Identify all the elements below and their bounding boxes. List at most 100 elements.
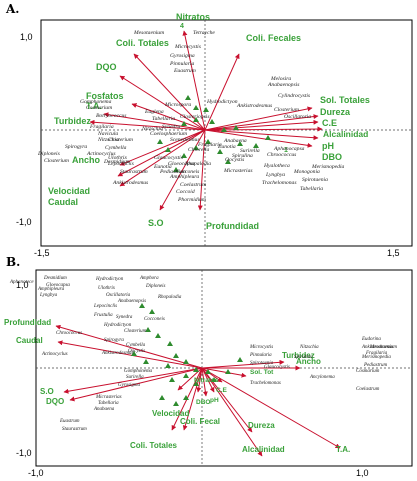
vector-arrow xyxy=(57,340,203,369)
species-label: Nitzschia xyxy=(97,137,119,143)
species-label: Euglena xyxy=(144,109,164,115)
variable-label: Fosfatos xyxy=(86,91,124,101)
species-label: Staurastrum xyxy=(62,427,87,432)
site-marker xyxy=(225,369,231,374)
species-label: Synedra xyxy=(116,315,133,320)
panel-b-tick-ymax: 1,0 xyxy=(16,280,29,290)
site-marker xyxy=(173,401,179,406)
species-label: Oocystis xyxy=(128,349,145,354)
species-label: Euastrum xyxy=(59,419,80,424)
site-marker xyxy=(209,119,215,124)
species-label: Closterium xyxy=(274,107,299,113)
species-label: Closterium xyxy=(44,158,69,164)
site-marker xyxy=(205,139,211,144)
species-label: Cosmarium xyxy=(356,369,380,374)
species-label: Anabaena xyxy=(223,138,247,144)
species-label: Lyngbya xyxy=(265,172,285,178)
vector-arrow xyxy=(133,53,206,131)
species-label: Amphipleura xyxy=(169,174,199,180)
species-label: Mesotaenium xyxy=(369,345,397,350)
species-label: Glaucocystis xyxy=(154,155,183,161)
species-label: Hydrodictyon xyxy=(206,99,238,105)
species-label: Cocconeis xyxy=(176,169,199,175)
vector-arrow xyxy=(201,367,253,433)
panel-a-tick-ymin: -1,0 xyxy=(16,217,32,227)
species-label: Gloeocapsa xyxy=(168,161,195,167)
site-marker xyxy=(145,327,151,332)
vector-arrow xyxy=(117,129,206,177)
site-marker xyxy=(173,353,179,358)
variable-label: 4 xyxy=(180,23,184,30)
species-label: Oscillatoria xyxy=(106,293,131,298)
species-label: Ankistrodesmus xyxy=(101,351,134,356)
site-marker xyxy=(193,145,199,150)
species-label: Chroococcus xyxy=(56,331,82,336)
species-label: Pediastrum xyxy=(363,363,387,368)
panel-b-tick-ymin: -1,0 xyxy=(16,448,32,458)
panel-b-label: B. xyxy=(6,255,20,269)
species-label: Spirulina xyxy=(232,153,253,159)
species-label: Fragilaria xyxy=(89,124,114,130)
vector-arrow xyxy=(119,129,206,187)
vector-arrow xyxy=(201,367,247,378)
species-label: Cymbella xyxy=(105,145,127,151)
panel-b-tick-xmin: -1,0 xyxy=(28,468,44,478)
species-label: Oscillatoria xyxy=(284,114,311,120)
vector-arrow xyxy=(63,367,203,394)
species-label: Cocconeis xyxy=(144,317,165,322)
variable-label: Turbidez xyxy=(282,351,315,360)
species-label: Desmidium xyxy=(43,276,67,281)
species-label: Coccoid xyxy=(176,189,195,195)
vector-arrow xyxy=(119,129,206,166)
vector-arrow xyxy=(204,53,240,131)
variable-label: 1 xyxy=(284,147,288,154)
species-label: Tetrayche xyxy=(193,30,215,36)
species-label: Coelosphaerium xyxy=(150,131,187,137)
species-label: Merismopedia xyxy=(311,164,345,170)
species-label: Pediastrum xyxy=(159,169,186,175)
species-label: Microcystis xyxy=(174,44,201,50)
vector-arrow xyxy=(201,367,341,449)
species-label: Botryococcus xyxy=(96,113,126,119)
site-marker xyxy=(265,135,271,140)
species-label: Cylindrocystis xyxy=(278,93,310,99)
species-label: Eunotia xyxy=(153,164,172,170)
species-label: Diploneis xyxy=(37,151,60,157)
species-label: Eunotia xyxy=(217,144,236,150)
variable-label: DBO xyxy=(322,152,342,162)
variable-label: Profundidad xyxy=(206,221,259,231)
site-marker xyxy=(193,381,199,386)
site-marker xyxy=(165,147,171,152)
species-label: Ancylonema xyxy=(309,375,335,380)
vector-arrow xyxy=(103,112,206,131)
site-marker xyxy=(157,139,163,144)
variable-label: Coli. Totales xyxy=(130,441,178,450)
variable-label: S.O xyxy=(40,387,54,396)
species-label: Closterium xyxy=(108,137,133,143)
site-marker xyxy=(193,117,199,122)
variable-label: Alcalinidad xyxy=(323,129,368,139)
site-marker xyxy=(185,95,191,100)
site-marker xyxy=(131,351,137,356)
variable-label: Velocidad xyxy=(48,186,90,196)
species-label: Hydrodictyon xyxy=(103,323,132,328)
species-label: Lepocinclis xyxy=(93,304,117,309)
variable-label: Sol. Tot xyxy=(250,369,274,376)
species-label: Coelastrum xyxy=(180,182,206,188)
variable-label: S.O xyxy=(148,218,164,228)
species-label: Merismopedia xyxy=(361,355,391,360)
site-marker xyxy=(143,359,149,364)
species-label: Ankistrodesmus xyxy=(361,345,394,350)
site-marker xyxy=(139,303,145,308)
species-label: Pinnularia xyxy=(169,61,194,67)
variable-label: T.A. xyxy=(86,101,102,111)
variable-label: pH xyxy=(322,141,334,151)
variable-label: Coli. Fecal xyxy=(180,417,220,426)
site-marker xyxy=(225,159,231,164)
species-label: Anabaena xyxy=(93,407,115,412)
vector-arrow xyxy=(69,367,203,402)
vector-arrow xyxy=(204,106,313,131)
site-marker xyxy=(193,367,199,372)
vector-arrow xyxy=(201,367,263,457)
